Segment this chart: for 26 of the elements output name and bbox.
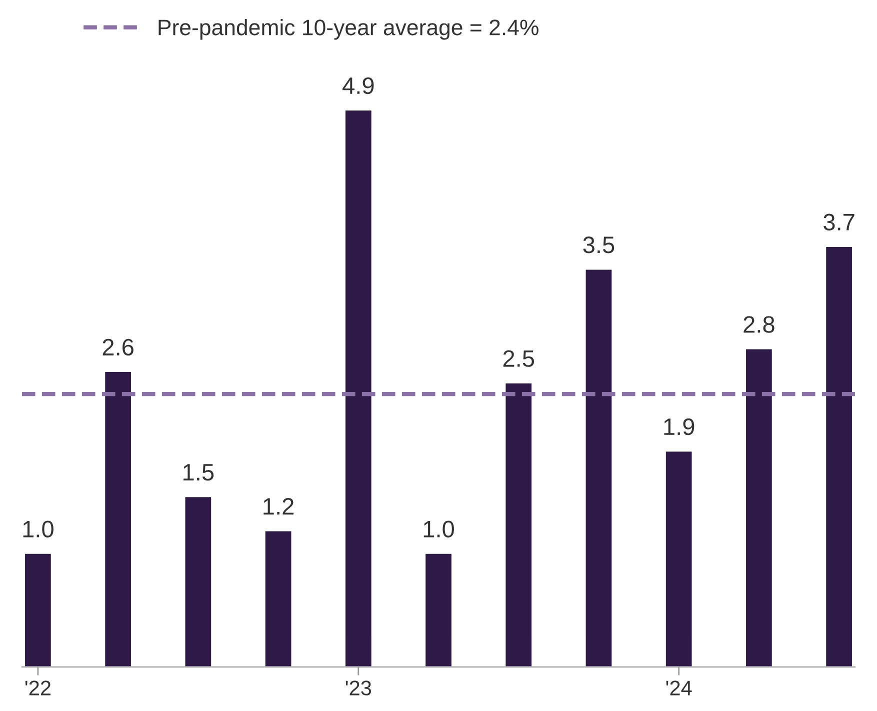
x-tick-label: '23 [346,680,372,696]
legend-label: Pre-pandemic 10-year average = 2.4% [158,19,538,40]
bar [184,496,212,667]
data-label: 1.9 [664,418,694,436]
data-label: 1.0 [424,520,454,538]
bar [504,382,533,667]
bar [744,348,774,667]
data-label: 2.6 [102,338,134,356]
data-label: 2.8 [744,316,774,333]
bar [104,370,132,667]
data-label: 1.2 [264,498,294,514]
bar [584,268,614,667]
data-label: 2.5 [503,350,534,367]
bar [424,552,453,667]
bar [264,530,293,667]
bar [664,450,694,667]
x-tick-label: '22 [25,680,50,696]
data-label: 1.0 [23,520,54,538]
bar [24,552,52,667]
bar [824,246,854,667]
data-label: 3.5 [583,236,614,254]
data-label: 3.7 [824,214,854,231]
bar [344,109,373,667]
x-tick-label: '24 [666,680,692,696]
data-label: 1.5 [184,464,214,481]
data-label: 4.9 [342,77,374,94]
